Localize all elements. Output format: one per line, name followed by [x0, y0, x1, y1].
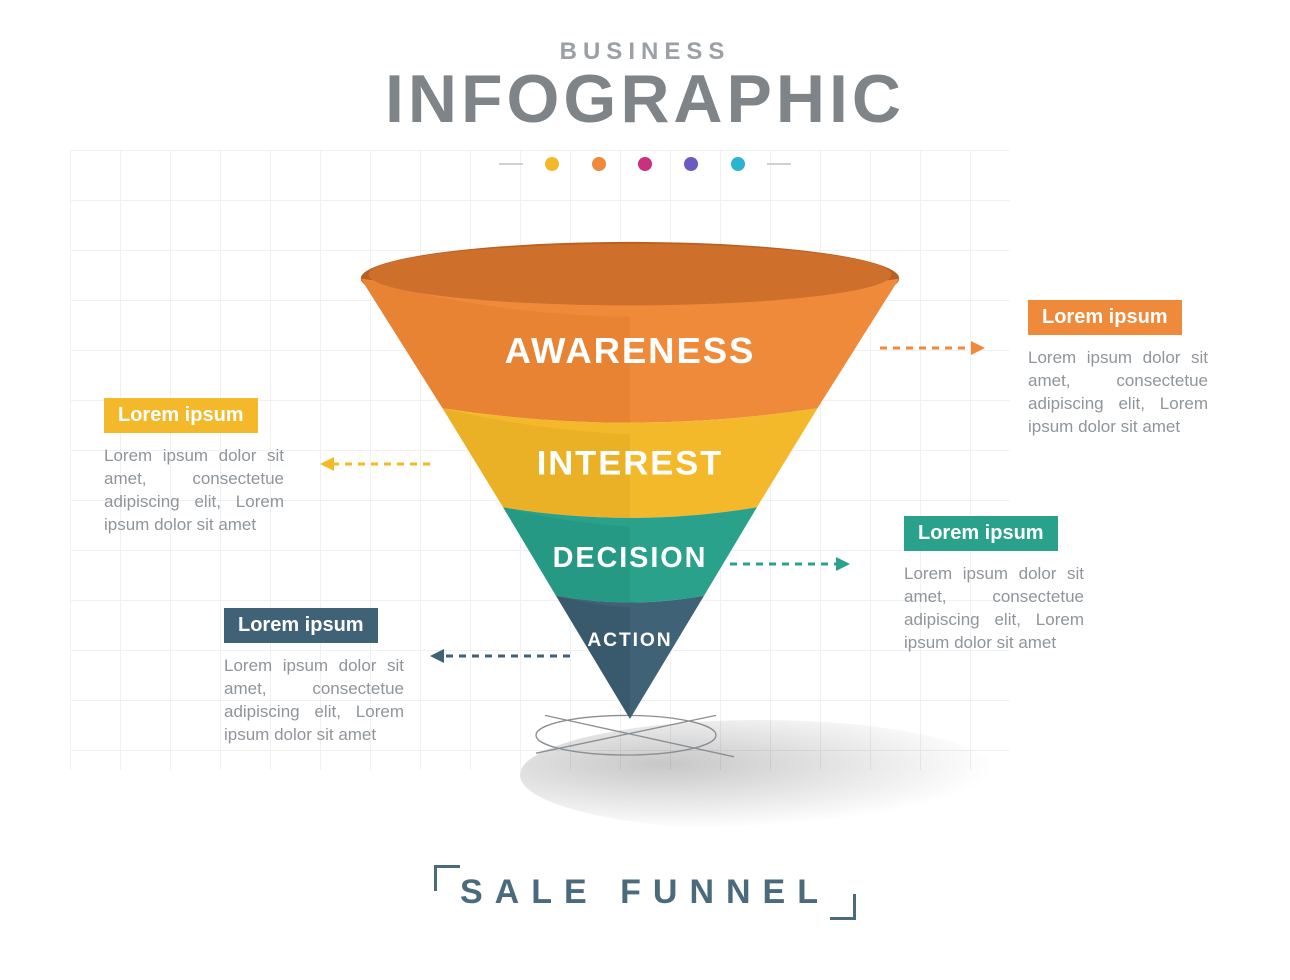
- footer: SALE FUNNEL: [0, 865, 1290, 920]
- accent-dot-4: [684, 157, 698, 171]
- funnel-label-interest: INTEREST: [537, 445, 724, 483]
- callout-tag-action: Lorem ipsum: [224, 608, 378, 643]
- callout-arrow-action: [418, 644, 582, 668]
- callout-tag-interest: Lorem ipsum: [104, 398, 258, 433]
- callout-arrow-interest: [308, 452, 442, 476]
- funnel-label-action: ACTION: [587, 630, 672, 651]
- callout-body-awareness: Lorem ipsum dolor sit amet, consectetue …: [1028, 347, 1208, 439]
- dots-leading-line: [499, 163, 523, 165]
- callout-body-decision: Lorem ipsum dolor sit amet, consectetue …: [904, 563, 1084, 655]
- callout-body-action: Lorem ipsum dolor sit amet, consectetue …: [224, 655, 404, 747]
- dots-trailing-line: [767, 163, 791, 165]
- header-title: INFOGRAPHIC: [0, 60, 1290, 138]
- callout-arrow-awareness: [868, 336, 997, 360]
- footer-bracket-br: [830, 894, 856, 920]
- callout-body-interest: Lorem ipsum dolor sit amet, consectetue …: [104, 445, 284, 537]
- accent-dot-3: [638, 157, 652, 171]
- callout-action: Lorem ipsum Lorem ipsum dolor sit amet, c…: [224, 608, 404, 747]
- callout-interest: Lorem ipsum Lorem ipsum dolor sit amet, c…: [104, 398, 284, 537]
- callout-decision: Lorem ipsum Lorem ipsum dolor sit amet, c…: [904, 516, 1084, 655]
- callout-tag-awareness: Lorem ipsum: [1028, 300, 1182, 335]
- funnel-label-decision: DECISION: [553, 542, 708, 574]
- funnel-label-awareness: AWARENESS: [505, 330, 756, 371]
- funnel-rim-top: [368, 244, 891, 306]
- accent-dot-1: [545, 157, 559, 171]
- accent-dot-5: [731, 157, 745, 171]
- header: BUSINESS INFOGRAPHIC: [0, 38, 1290, 138]
- callout-awareness: Lorem ipsum Lorem ipsum dolor sit amet, c…: [1028, 300, 1208, 439]
- callout-arrow-decision: [718, 552, 862, 576]
- accent-dots-row: [0, 155, 1290, 173]
- footer-bracket-tl: [434, 865, 460, 891]
- callout-tag-decision: Lorem ipsum: [904, 516, 1058, 551]
- accent-dot-2: [592, 157, 606, 171]
- footer-text: SALE FUNNEL: [460, 873, 830, 911]
